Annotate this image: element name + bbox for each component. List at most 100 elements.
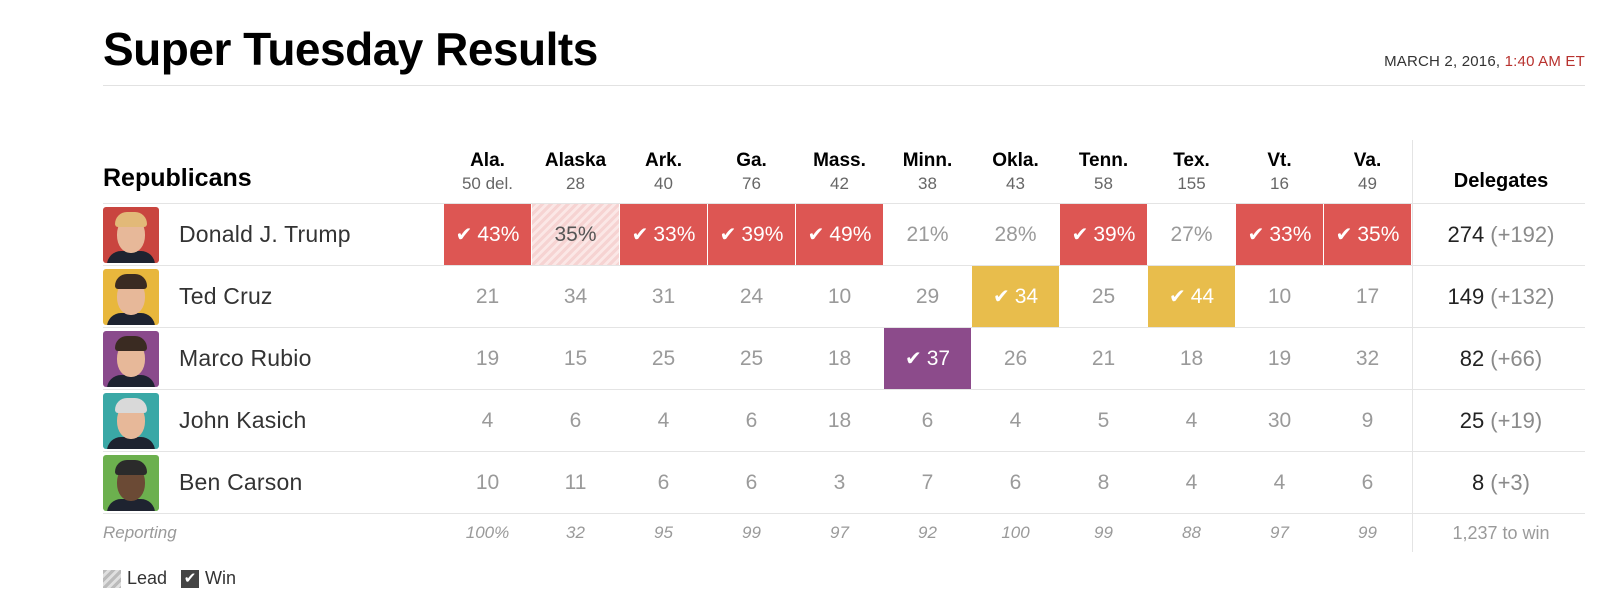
delegate-total: 8	[1472, 469, 1485, 495]
delegate-total-cell: 274 (+192)	[1412, 204, 1589, 265]
delegate-gain: (+19)	[1490, 407, 1543, 433]
state-abbr: Ga.	[736, 150, 767, 171]
result-cell: 25	[620, 328, 708, 389]
result-value: 18	[827, 346, 852, 370]
timestamp: MARCH 2, 2016, 1:40 AM ET	[1384, 53, 1585, 70]
to-win-label: 1,237 to win	[1412, 514, 1589, 552]
result-cell: 24	[708, 266, 796, 327]
state-abbr: Tex.	[1173, 150, 1210, 171]
avatar	[103, 268, 159, 325]
state-abbr: Minn.	[902, 150, 953, 171]
result-cell: 6	[972, 452, 1060, 513]
result-cell: 10	[1236, 266, 1324, 327]
result-cell: 9	[1324, 390, 1412, 451]
state-abbr: Vt.	[1267, 150, 1292, 171]
result-value: 24	[739, 284, 764, 308]
result-cell: 11	[532, 452, 620, 513]
result-cell: ✔ 33%	[1236, 204, 1324, 265]
result-cell: ✔ 35%	[1324, 204, 1412, 265]
result-cell: 31	[620, 266, 708, 327]
result-cell: ✔ 44	[1148, 266, 1236, 327]
result-cell: 6	[708, 390, 796, 451]
result-value: 4	[1185, 470, 1198, 494]
result-cell: 4	[1148, 390, 1236, 451]
check-icon: ✔	[807, 224, 825, 246]
check-icon: ✔	[181, 569, 200, 588]
result-value: 6	[921, 408, 934, 432]
reporting-value: 99	[1060, 514, 1148, 552]
result-value: 3	[833, 470, 846, 494]
state-delegate-count: 49	[1358, 174, 1377, 193]
table-header-row: Republicans Ala. 50 del. Alaska 28 Ark. 40 Ga.…	[103, 140, 1585, 204]
state-header: Tex. 155	[1148, 140, 1236, 203]
result-value: 4	[657, 408, 670, 432]
delegates-header: Delegates	[1412, 140, 1589, 203]
result-cell: 18	[1148, 328, 1236, 389]
candidate-name: Marco Rubio	[179, 345, 312, 371]
result-cell: 25	[1060, 266, 1148, 327]
result-cell: 21	[444, 266, 532, 327]
page-header: Super Tuesday Results MARCH 2, 2016, 1:4…	[103, 18, 1585, 86]
reporting-value: 100	[972, 514, 1060, 552]
result-cell: 34	[532, 266, 620, 327]
state-abbr: Mass.	[813, 150, 866, 171]
result-value: 9	[1361, 408, 1374, 432]
check-icon: ✔	[904, 348, 922, 370]
delegate-total: 82	[1459, 345, 1485, 371]
state-abbr: Okla.	[992, 150, 1039, 171]
state-delegate-count: 38	[918, 174, 937, 193]
result-cell: 35%	[532, 204, 620, 265]
result-value: 49%	[829, 222, 872, 246]
result-value: 34	[563, 284, 588, 308]
result-value: 25	[651, 346, 676, 370]
reporting-value: 88	[1148, 514, 1236, 552]
result-cell: 8	[1060, 452, 1148, 513]
result-value: 10	[475, 470, 500, 494]
state-header: Minn. 38	[884, 140, 972, 203]
candidate-name: John Kasich	[179, 407, 307, 433]
result-value: 27%	[1170, 222, 1213, 246]
delegate-gain: (+132)	[1490, 283, 1555, 309]
state-header: Ark. 40	[620, 140, 708, 203]
candidate-row: Donald J. Trump ✔ 43% 35% ✔ 33% ✔ 39% ✔ 49% 21% 28%…	[103, 204, 1585, 266]
result-value: 44	[1190, 284, 1215, 308]
legend-win-label: Win	[205, 568, 237, 588]
result-value: 39%	[1093, 222, 1136, 246]
result-cell: ✔ 37	[884, 328, 972, 389]
check-icon: ✔	[1071, 224, 1089, 246]
state-header: Ala. 50 del.	[444, 140, 532, 203]
state-delegate-count: 43	[1006, 174, 1025, 193]
result-value: 8	[1097, 470, 1110, 494]
result-cell: ✔ 34	[972, 266, 1060, 327]
result-value: 18	[1179, 346, 1204, 370]
state-header: Mass. 42	[796, 140, 884, 203]
result-value: 19	[475, 346, 500, 370]
section-label: Republicans	[103, 164, 252, 192]
state-abbr: Tenn.	[1078, 150, 1129, 171]
result-cell: 27%	[1148, 204, 1236, 265]
state-header: Okla. 43	[972, 140, 1060, 203]
reporting-value: 100%	[444, 514, 532, 552]
candidate-rows: Donald J. Trump ✔ 43% 35% ✔ 33% ✔ 39% ✔ 49% 21% 28%…	[103, 204, 1585, 514]
check-icon: ✔	[1335, 224, 1353, 246]
delegate-total-cell: 82 (+66)	[1412, 328, 1589, 389]
result-cell: 18	[796, 390, 884, 451]
result-value: 6	[1009, 470, 1022, 494]
result-value: 26	[1003, 346, 1028, 370]
state-header: Va. 49	[1324, 140, 1412, 203]
delegate-total: 149	[1447, 283, 1485, 309]
result-cell: 32	[1324, 328, 1412, 389]
result-value: 10	[1267, 284, 1292, 308]
result-value: 6	[657, 470, 670, 494]
legend-lead: Lead	[103, 568, 167, 589]
lead-hatch-icon	[103, 569, 121, 588]
delegate-total-cell: 25 (+19)	[1412, 390, 1589, 451]
avatar	[103, 454, 159, 511]
state-delegate-count: 155	[1177, 174, 1206, 193]
state-header: Tenn. 58	[1060, 140, 1148, 203]
result-value: 6	[569, 408, 582, 432]
result-value: 25	[739, 346, 764, 370]
result-cell: 18	[796, 328, 884, 389]
timestamp-date: MARCH 2, 2016,	[1384, 53, 1501, 70]
